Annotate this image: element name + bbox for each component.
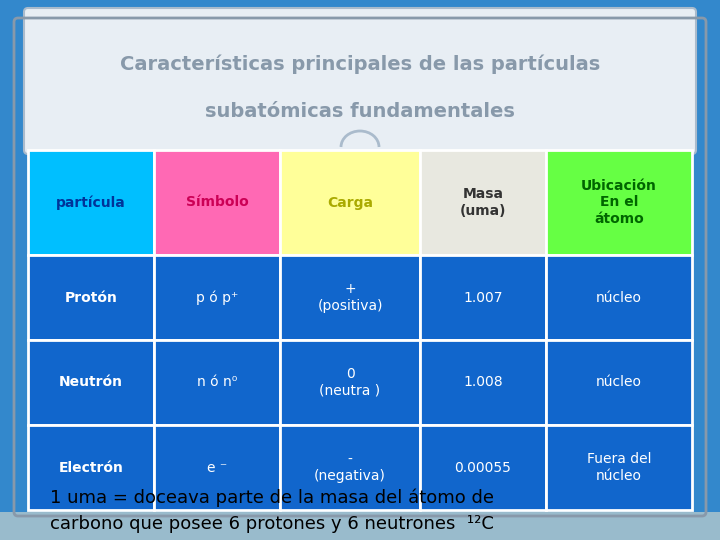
Bar xyxy=(546,425,692,510)
Text: n ó n⁰: n ó n⁰ xyxy=(197,375,238,389)
Bar xyxy=(280,340,420,425)
Text: -
(negativa): - (negativa) xyxy=(314,453,386,483)
Text: 1.007: 1.007 xyxy=(463,291,503,305)
Text: 0.00055: 0.00055 xyxy=(454,461,511,475)
Text: 1.008: 1.008 xyxy=(463,375,503,389)
Bar xyxy=(420,425,546,510)
Bar xyxy=(154,425,280,510)
Text: Neutrón: Neutrón xyxy=(59,375,123,389)
Bar xyxy=(28,340,154,425)
Text: Fuera del
núcleo: Fuera del núcleo xyxy=(587,453,651,483)
Bar xyxy=(280,425,420,510)
Text: núcleo: núcleo xyxy=(596,291,642,305)
Text: núcleo: núcleo xyxy=(596,375,642,389)
Text: Carga: Carga xyxy=(327,195,373,210)
Text: Electrón: Electrón xyxy=(58,461,124,475)
Bar xyxy=(154,255,280,340)
Bar xyxy=(546,340,692,425)
Bar xyxy=(420,150,546,255)
Text: e ⁻: e ⁻ xyxy=(207,461,228,475)
FancyBboxPatch shape xyxy=(24,8,696,154)
Bar xyxy=(546,150,692,255)
Text: carbono que posee 6 protones y 6 neutrones  ¹²C: carbono que posee 6 protones y 6 neutron… xyxy=(50,515,494,533)
Text: partícula: partícula xyxy=(56,195,126,210)
Text: Características principales de las partículas: Características principales de las partí… xyxy=(120,55,600,74)
Bar xyxy=(28,150,154,255)
Bar xyxy=(546,255,692,340)
Text: Ubicación
En el
átomo: Ubicación En el átomo xyxy=(581,179,657,226)
Text: 0
(neutra ): 0 (neutra ) xyxy=(320,367,381,397)
Bar xyxy=(28,255,154,340)
Text: Masa
(uma): Masa (uma) xyxy=(459,187,506,218)
Text: Protón: Protón xyxy=(65,291,117,305)
Bar xyxy=(28,425,154,510)
Bar xyxy=(420,255,546,340)
Bar xyxy=(420,340,546,425)
Text: 1 uma = doceava parte de la masa del átomo de: 1 uma = doceava parte de la masa del áto… xyxy=(50,489,494,507)
Bar xyxy=(154,340,280,425)
Bar xyxy=(280,150,420,255)
Text: Símbolo: Símbolo xyxy=(186,195,248,210)
Bar xyxy=(154,150,280,255)
Bar xyxy=(0,512,720,540)
Text: subatómicas fundamentales: subatómicas fundamentales xyxy=(205,102,515,121)
Bar xyxy=(280,255,420,340)
Text: +
(positiva): + (positiva) xyxy=(318,282,383,313)
Text: p ó p⁺: p ó p⁺ xyxy=(196,291,238,305)
